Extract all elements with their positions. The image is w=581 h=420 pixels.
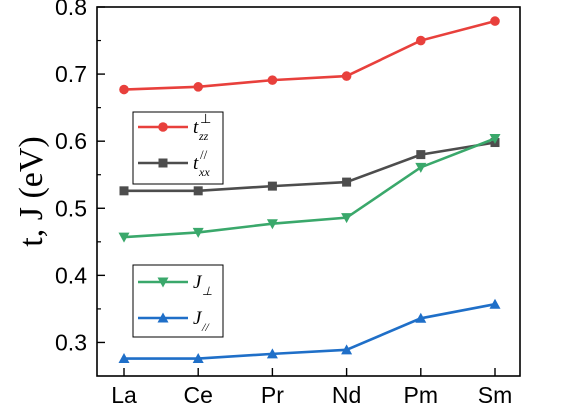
y-tick-label: 0.7 (55, 61, 87, 87)
y-axis-title: t, J (eV) (13, 136, 50, 246)
x-tick-label: Pr (261, 382, 284, 408)
legend-label: J (193, 308, 203, 329)
x-tick-label: Pm (404, 382, 439, 408)
data-point (341, 71, 352, 81)
data-point (267, 181, 277, 191)
data-point (193, 82, 203, 92)
legend-marker (157, 312, 169, 323)
x-tick-label: La (111, 382, 137, 408)
data-point (118, 353, 130, 364)
x-tick-label: Ce (183, 382, 212, 408)
y-tick-label: 0.5 (55, 195, 87, 221)
data-point (489, 133, 501, 144)
legend-label-sub: // (201, 320, 210, 334)
legend: t ⊥zzt//xx (132, 111, 224, 185)
y-tick-label: 0.8 (55, 0, 87, 20)
data-point (266, 348, 278, 359)
data-point (490, 16, 500, 26)
data-point (192, 353, 204, 364)
data-point (341, 213, 353, 224)
legend-label: t (193, 153, 199, 174)
data-point (415, 162, 427, 173)
data-point (119, 84, 129, 95)
y-tick-label: 0.6 (55, 128, 87, 154)
data-point (341, 344, 353, 355)
legend-marker (158, 158, 168, 168)
legend-label-sup: ⊥ (200, 111, 211, 126)
data-point (489, 298, 501, 309)
series-line (123, 137, 496, 239)
data-point (342, 177, 352, 187)
legend: J ⊥J// (132, 264, 224, 338)
legend-box (132, 111, 224, 185)
series (118, 133, 501, 243)
legend-label-sub: zz (198, 129, 209, 143)
axes: 0.3 0.4 0.5 0.6 0.7 0.8 La Ce Pr Nd Pm Sm (55, 0, 521, 408)
data-point (266, 219, 278, 230)
series-layer (118, 16, 501, 364)
legend-label: t (193, 117, 199, 138)
legend-box (132, 264, 224, 338)
series-line (123, 19, 496, 91)
data-point (416, 150, 426, 160)
series-line (124, 302, 496, 360)
data-point (192, 227, 204, 238)
data-point (267, 75, 278, 85)
y-tick-label: 0.3 (55, 329, 87, 355)
plot-frame (96, 6, 521, 377)
data-point (416, 35, 426, 46)
y-tick-label: 0.4 (55, 262, 87, 288)
data-point (193, 186, 203, 196)
data-point (119, 186, 129, 196)
data-point (118, 232, 130, 243)
legend-marker (158, 122, 168, 132)
legend-layer: t ⊥zzt//xxJ ⊥J// (132, 111, 224, 338)
series (118, 298, 501, 364)
series (119, 16, 500, 95)
legend-marker (157, 277, 169, 288)
x-tick-label: Sm (478, 382, 513, 408)
legend-label-sub: ⊥ (202, 284, 212, 298)
x-tick-label: Nd (332, 382, 361, 408)
legend-label-sup: // (200, 147, 208, 162)
series-line (124, 141, 496, 193)
legend-label: J (193, 272, 203, 293)
legend-label-sub: xx (198, 165, 210, 179)
data-point (415, 312, 427, 323)
